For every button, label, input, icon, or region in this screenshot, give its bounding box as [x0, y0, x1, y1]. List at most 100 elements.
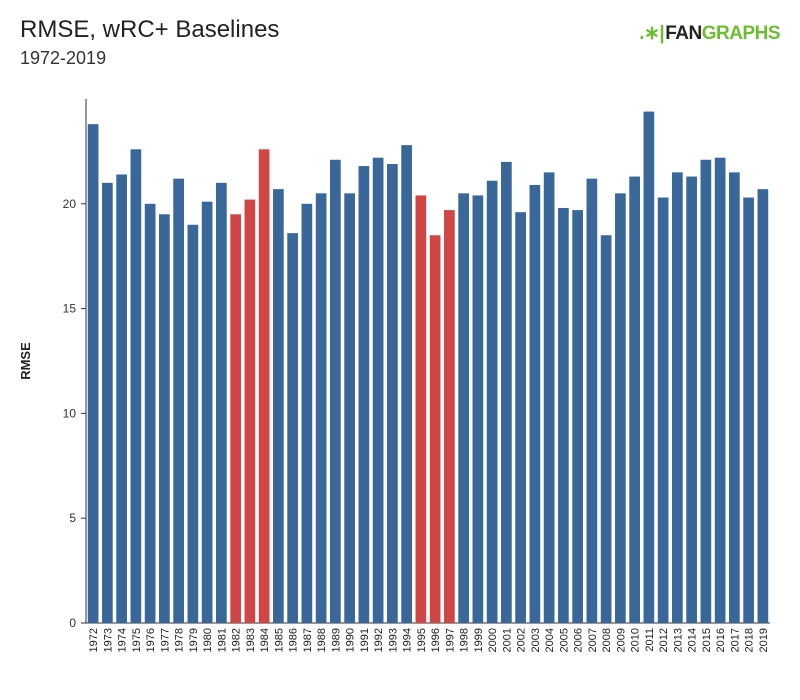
bar-2000	[486, 180, 498, 624]
bar-2014	[686, 176, 697, 624]
x-tick-label: 2008	[601, 628, 613, 652]
x-tick-label: 1994	[402, 628, 414, 652]
bar-2007	[586, 178, 598, 623]
bar-2005	[558, 207, 569, 624]
logo-mark-icon: .∗|	[639, 23, 665, 44]
x-tick-label: 1975	[131, 628, 143, 652]
x-tick-label: 1979	[188, 628, 200, 652]
x-tick-label: 2001	[501, 628, 513, 652]
bar-2004	[543, 172, 555, 624]
bar-1999	[472, 195, 484, 624]
logo-text-graphs: GRAPHS	[701, 23, 781, 44]
x-tick-label: 1987	[302, 628, 314, 652]
bar-1986	[287, 233, 298, 623]
chart-title: RMSE, wRC+ Baselines	[20, 16, 280, 43]
y-ticks: 0 5 10 15 20	[63, 197, 86, 630]
y-tick-label: 20	[63, 197, 77, 211]
bar-1980	[201, 201, 213, 623]
x-tick-label: 2013	[672, 628, 684, 652]
x-tick-label: 1978	[174, 628, 186, 652]
x-tick-label: 2005	[558, 628, 570, 652]
x-tick-label: 1992	[373, 628, 385, 652]
x-tick-label: 2018	[744, 628, 756, 652]
bar-2006	[572, 210, 583, 623]
bar-1982	[230, 214, 241, 623]
x-tick-label: 1986	[288, 628, 300, 652]
bar-1977	[159, 214, 170, 623]
bar-2010	[629, 176, 640, 624]
bar-1995	[415, 195, 427, 624]
x-tick-label: 2017	[729, 628, 741, 652]
x-tick-label: 2016	[715, 628, 727, 652]
bar-2017	[729, 172, 740, 624]
bar-1994	[401, 145, 412, 624]
bar-1976	[144, 203, 156, 624]
x-tick-label: 2002	[516, 628, 528, 652]
x-tick-label: 1981	[216, 628, 228, 652]
y-tick-label: 15	[63, 302, 77, 316]
fangraphs-logo: .∗|FANGRAPHS	[639, 22, 780, 45]
bar-1987	[301, 203, 313, 624]
bar-1993	[387, 163, 398, 624]
x-tick-label: 2010	[630, 628, 642, 652]
bar-1998	[458, 193, 469, 623]
x-tick-label: 2000	[487, 628, 499, 652]
x-tick-label: 1972	[88, 628, 100, 652]
x-tick-label: 1999	[473, 628, 485, 652]
bar-2015	[700, 159, 712, 623]
x-tick-label: 2012	[658, 628, 670, 652]
bar-1991	[358, 166, 370, 623]
x-tick-label: 1977	[159, 628, 171, 652]
x-tick-label: 1982	[231, 628, 243, 652]
x-tick-label: 1991	[359, 628, 371, 652]
x-tick-label: 1988	[316, 628, 328, 652]
bar-1974	[116, 174, 127, 623]
bar-1979	[187, 224, 199, 623]
x-tick-label: 1996	[430, 628, 442, 652]
bar-2008	[600, 235, 612, 624]
bar-1981	[216, 182, 227, 623]
bars	[87, 111, 769, 624]
x-tick-label: 2009	[615, 628, 627, 652]
x-tick-label: 2019	[758, 628, 770, 652]
x-tick-label: 2015	[701, 628, 713, 652]
x-tick-label: 2011	[644, 628, 656, 652]
bar-1985	[273, 189, 284, 623]
bar-1983	[244, 199, 256, 624]
x-tick-label: 2014	[687, 628, 699, 652]
x-tick-label: 1995	[416, 628, 428, 652]
x-tick-label: 1984	[259, 628, 271, 652]
logo-text-fan: FAN	[665, 23, 702, 44]
bar-2019	[757, 189, 769, 623]
x-tick-label: 1983	[245, 628, 257, 652]
bar-2016	[714, 157, 726, 623]
y-tick-label: 10	[63, 406, 77, 420]
x-tick-label: 2006	[573, 628, 585, 652]
bar-1984	[258, 149, 270, 624]
x-tick-label: 2003	[530, 628, 542, 652]
bar-1978	[173, 178, 184, 623]
y-axis-label: RMSE	[18, 342, 33, 380]
bar-1975	[130, 149, 142, 624]
x-tick-label: 1990	[345, 628, 357, 652]
bar-1973	[102, 182, 113, 623]
bar-1972	[87, 124, 99, 624]
bar-1992	[372, 157, 384, 623]
bar-2018	[743, 197, 754, 623]
x-tick-label: 1974	[117, 628, 129, 652]
x-tick-label: 2007	[587, 628, 599, 652]
bar-2012	[657, 197, 669, 623]
bar-1989	[330, 159, 341, 623]
x-tick-label: 1998	[459, 628, 471, 652]
bar-1988	[315, 193, 327, 623]
x-tick-label: 2004	[544, 628, 556, 652]
x-tick-label: 1989	[330, 628, 342, 652]
bar-2009	[615, 193, 626, 623]
bar-2013	[672, 172, 683, 624]
x-tick-label: 1973	[102, 628, 114, 652]
bar-1997	[444, 210, 455, 623]
bar-1996	[429, 235, 441, 624]
x-tick-labels: 1972 1973 1974 1975 1976 1977 1978 1979 1980 1981…	[88, 628, 770, 652]
y-tick-label: 5	[69, 511, 76, 525]
